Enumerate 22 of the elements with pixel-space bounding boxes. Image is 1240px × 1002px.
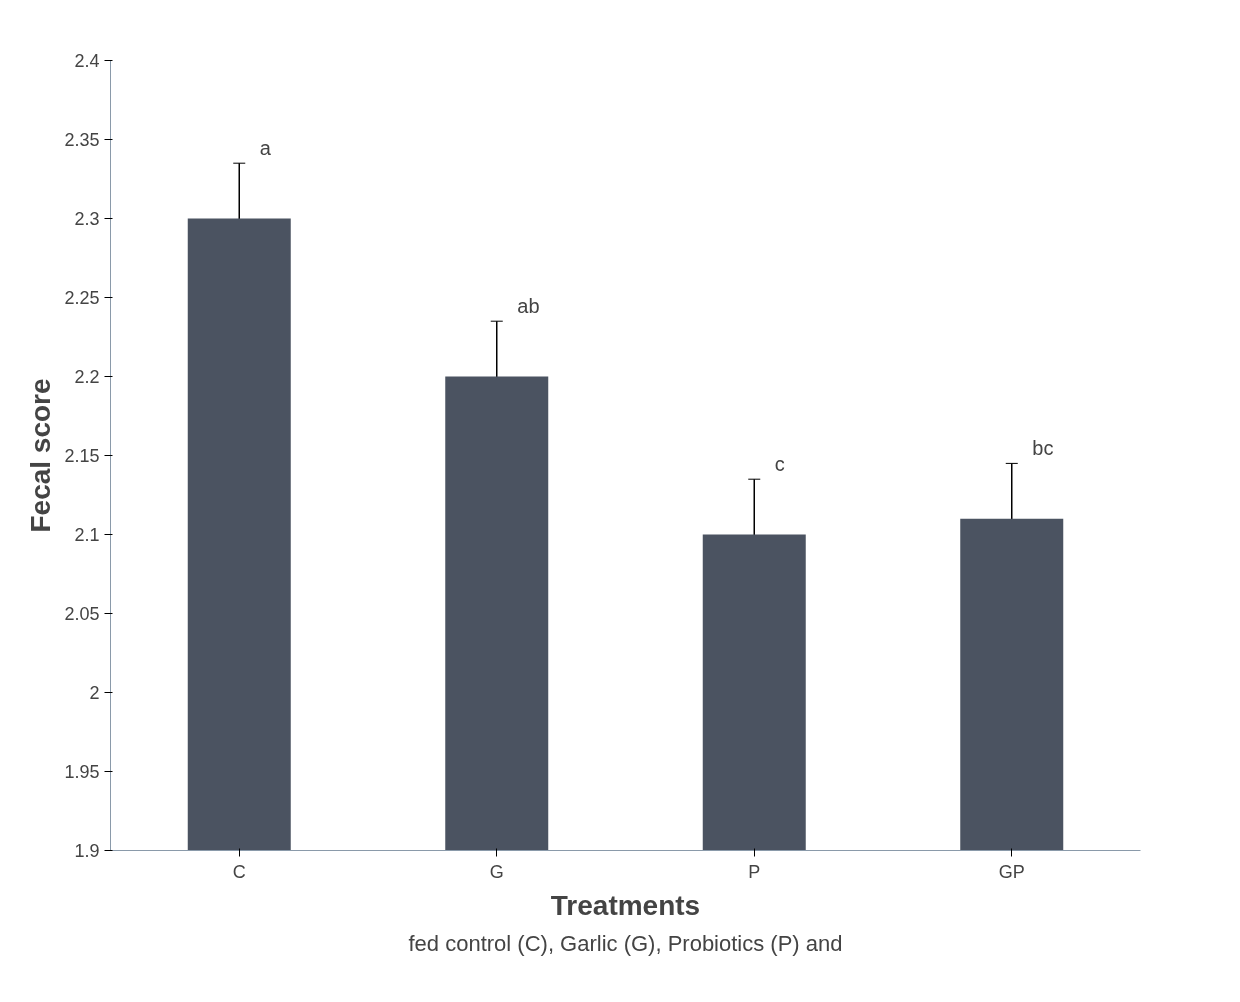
y-tick-label: 2.25 <box>64 288 100 308</box>
y-tick-label: 2.2 <box>74 367 100 387</box>
y-tick-label: 2.3 <box>74 209 100 229</box>
x-tick-label: C <box>232 861 246 882</box>
y-tick-label: 2.05 <box>64 604 100 624</box>
y-tick-label: 1.9 <box>74 841 100 861</box>
x-axis-title: Treatments <box>550 889 701 921</box>
y-tick-label: 2.35 <box>64 130 100 150</box>
y-tick-label: 2.4 <box>74 51 100 71</box>
y-tick-label: 2 <box>89 683 100 703</box>
y-axis-title: Fecal score <box>25 378 57 533</box>
x-tick-label: G <box>489 861 504 882</box>
y-tick-label: 1.95 <box>64 762 100 782</box>
y-tick-label: 2.15 <box>64 446 100 466</box>
annotation: c <box>774 453 785 476</box>
x-tick-label: GP <box>998 861 1025 882</box>
annotation: bc <box>1032 437 1054 460</box>
annotation: ab <box>517 295 540 318</box>
y-tick-label: 2.1 <box>74 525 100 545</box>
annotation: a <box>259 137 272 160</box>
x-tick-label: P <box>748 861 761 882</box>
text: fed control (C), Garlic (G), Probiotics (P) and <box>408 930 843 956</box>
